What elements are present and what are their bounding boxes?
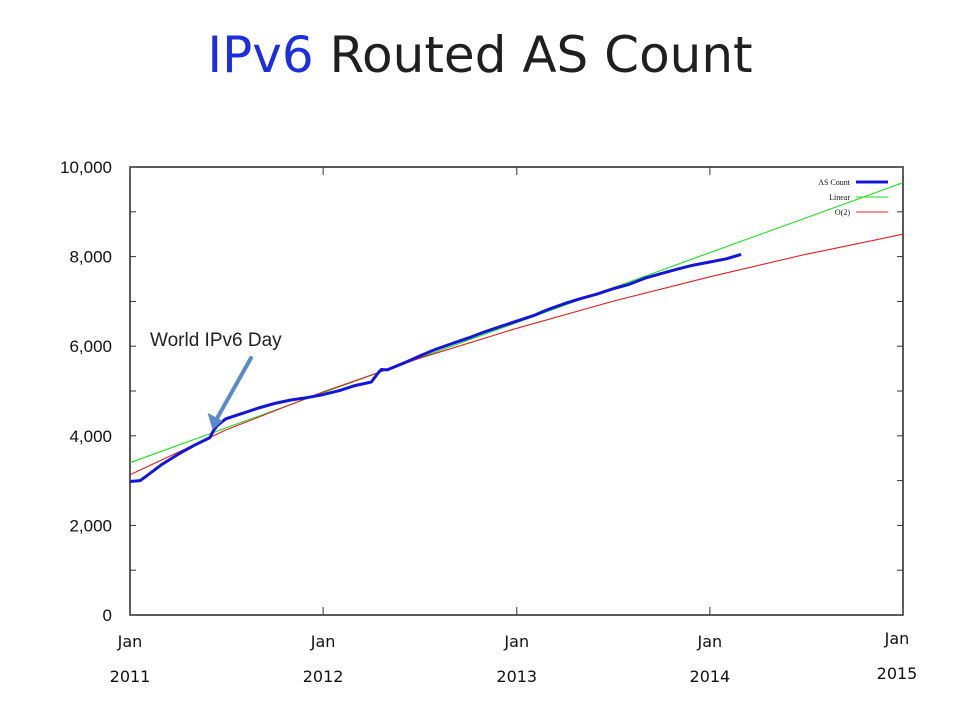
series-as-count [129, 252, 742, 483]
x-tick-label-year: 2011 [110, 667, 151, 686]
y-tick-labels: 0 2,000 4,000 6,000 8,000 10,000 [60, 158, 112, 625]
y-tick-label: 8,000 [69, 248, 112, 267]
title-rest: Routed AS Count [313, 26, 753, 84]
series-o2 [129, 233, 904, 476]
annotations: World IPv6 Day [150, 330, 282, 430]
annotation-arrowhead [207, 412, 223, 430]
x-tick-label-year: 2015 [877, 664, 918, 683]
title-highlight: IPv6 [207, 26, 314, 84]
legend-label: AS Count [818, 178, 851, 187]
legend-label: O(2) [835, 208, 850, 217]
x-tick-label-year: 2014 [690, 667, 731, 686]
y-tick-label: 0 [103, 606, 112, 625]
x-tick-label-month: Jan [697, 632, 723, 651]
x-tick-labels: Jan 2011 Jan 2012 Jan 2013 Jan 2014 Jan 2015 [110, 629, 918, 686]
x-tick-label-month: Jan [117, 632, 143, 651]
legend-label: Linear [829, 193, 850, 202]
legend: AS Count Linear O(2) [818, 178, 888, 217]
annotation-label: World IPv6 Day [150, 330, 282, 351]
y-tick-label: 10,000 [60, 158, 112, 177]
y-tick-label: 4,000 [69, 427, 112, 446]
series-lines [129, 182, 904, 483]
y-tick-label: 2,000 [69, 516, 112, 535]
x-tick-label-month: Jan [503, 632, 529, 651]
x-tick-label-year: 2013 [496, 667, 537, 686]
x-tick-label-year: 2012 [303, 667, 344, 686]
plot-frame [129, 166, 904, 616]
y-tick-label: 6,000 [69, 337, 112, 356]
page-title: IPv6 Routed AS Count [0, 26, 960, 84]
x-tick-label-month: Jan [884, 629, 910, 648]
annotation-arrow [213, 356, 253, 423]
x-tick-label-month: Jan [310, 632, 336, 651]
